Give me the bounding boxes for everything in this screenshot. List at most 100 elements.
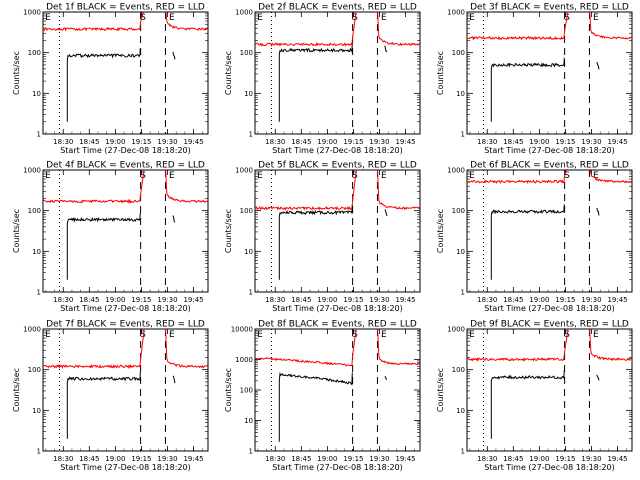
marker-label: E: [45, 13, 51, 23]
marker-label: E: [257, 13, 263, 23]
plot-frame: [42, 169, 209, 293]
detector-panel-6: Det 6f BLACK = Events, RED = LLD 1 10 100 10…: [436, 161, 633, 313]
y-tick-label: 10: [32, 90, 41, 98]
lld-series-line: [377, 12, 420, 47]
events-series-line: [490, 370, 565, 439]
lld-series-line: [255, 170, 357, 211]
x-axis-label: Start Time (27-Dec-08 18:18:20): [484, 463, 615, 472]
marker-label: E: [469, 330, 475, 340]
lld-series-line: [589, 170, 632, 184]
marker-label: E: [169, 13, 175, 23]
x-axis-label: Start Time (27-Dec-08 18:18:20): [60, 146, 191, 155]
marker-label: E: [257, 171, 263, 181]
detector-panel-1: Det 1f BLACK = Events, RED = LLD 1 10 100 10…: [12, 3, 209, 155]
x-tick-label: 19:45: [183, 296, 203, 304]
events-series-line: [278, 42, 353, 122]
events-series-line: [172, 375, 176, 384]
y-axis-label: Counts/sec: [12, 368, 21, 412]
y-tick-label: 100: [28, 49, 41, 57]
x-tick-label: 19:45: [183, 455, 203, 463]
x-tick-label: 19:15: [131, 455, 151, 463]
x-tick-label: 19:15: [131, 138, 151, 146]
x-tick-label: 19:45: [395, 138, 415, 146]
x-axis-label: Start Time (27-Dec-08 18:18:20): [272, 463, 403, 472]
lld-series-line: [255, 329, 357, 367]
marker-label: E: [257, 330, 263, 340]
detector-panel-2: Det 2f BLACK = Events, RED = LLD 1 10 100 10…: [224, 3, 421, 155]
x-tick-label: 19:30: [581, 455, 601, 463]
x-tick-label: 19:30: [157, 455, 177, 463]
events-series-line: [172, 215, 176, 223]
y-tick-label: 1: [249, 448, 253, 456]
x-tick-label: 19:15: [555, 138, 575, 146]
detector-panel-3: Det 3f BLACK = Events, RED = LLD 1 10 100 10…: [436, 3, 633, 155]
x-tick-label: 18:45: [503, 138, 523, 146]
y-axis-label: Counts/sec: [12, 51, 21, 95]
events-series-line: [384, 376, 388, 380]
x-tick-label: 18:45: [79, 296, 99, 304]
y-tick-label: 1: [461, 289, 465, 297]
panel-title: Det 1f BLACK = Events, RED = LLD: [46, 3, 205, 13]
x-tick-label: 18:30: [53, 455, 73, 463]
x-tick-label: 19:00: [317, 296, 337, 304]
plot-frame: [466, 169, 633, 293]
x-tick-label: 18:45: [79, 138, 99, 146]
x-tick-label: 19:30: [581, 296, 601, 304]
x-tick-label: 18:45: [291, 296, 311, 304]
x-tick-label: 19:45: [395, 296, 415, 304]
x-tick-label: 19:30: [157, 296, 177, 304]
plot-frame: [466, 328, 633, 452]
lld-series-line: [377, 170, 420, 211]
x-axis-label: Start Time (27-Dec-08 18:18:20): [60, 463, 191, 472]
plot-frame: [42, 11, 209, 135]
y-tick-label: 1: [37, 289, 41, 297]
y-tick-label: 100: [28, 366, 41, 374]
lld-series-line: [589, 329, 632, 362]
x-tick-label: 19:15: [131, 296, 151, 304]
events-series-line: [596, 374, 600, 381]
y-tick-label: 100: [452, 49, 465, 57]
marker-label: E: [593, 13, 599, 23]
x-tick-label: 18:45: [79, 455, 99, 463]
x-tick-label: 19:00: [105, 296, 125, 304]
x-tick-label: 18:30: [477, 455, 497, 463]
x-tick-label: 19:00: [105, 455, 125, 463]
marker-label: E: [169, 330, 175, 340]
marker-label: E: [381, 330, 387, 340]
lld-series-line: [467, 170, 568, 184]
x-tick-label: 19:30: [369, 138, 389, 146]
lld-series-line: [467, 329, 569, 362]
lld-series-line: [467, 12, 569, 41]
marker-label: E: [169, 171, 175, 181]
marker-label: E: [381, 13, 387, 23]
y-tick-label: 1000: [235, 9, 253, 17]
x-tick-label: 19:00: [317, 455, 337, 463]
x-tick-label: 19:45: [607, 138, 627, 146]
marker-label: E: [593, 330, 599, 340]
y-tick-label: 1: [37, 131, 41, 139]
x-tick-label: 19:45: [607, 455, 627, 463]
x-tick-label: 18:45: [503, 296, 523, 304]
x-tick-label: 19:45: [607, 296, 627, 304]
events-series-line: [278, 372, 353, 442]
y-tick-label: 1000: [23, 167, 41, 175]
x-axis-label: Start Time (27-Dec-08 18:18:20): [484, 146, 615, 155]
lld-series-line: [165, 170, 208, 204]
panel-title: Det 7f BLACK = Events, RED = LLD: [46, 320, 205, 330]
y-tick-label: 1: [37, 448, 41, 456]
y-tick-label: 100: [240, 49, 253, 57]
y-tick-label: 100: [240, 387, 253, 395]
y-tick-label: 1000: [447, 167, 465, 175]
plot-frame: [254, 169, 421, 293]
marker-label: E: [469, 171, 475, 181]
events-series-line: [66, 371, 141, 439]
x-tick-label: 18:45: [291, 138, 311, 146]
panel-title: Det 6f BLACK = Events, RED = LLD: [470, 161, 629, 171]
lld-series-line: [589, 12, 632, 40]
detector-panel-9: Det 9f BLACK = Events, RED = LLD 1 10 100 10…: [436, 320, 633, 472]
x-tick-label: 19:30: [157, 138, 177, 146]
events-series-line: [490, 204, 565, 280]
x-tick-label: 18:30: [53, 138, 73, 146]
x-axis-label: Start Time (27-Dec-08 18:18:20): [272, 304, 403, 313]
events-series-line: [596, 61, 600, 70]
